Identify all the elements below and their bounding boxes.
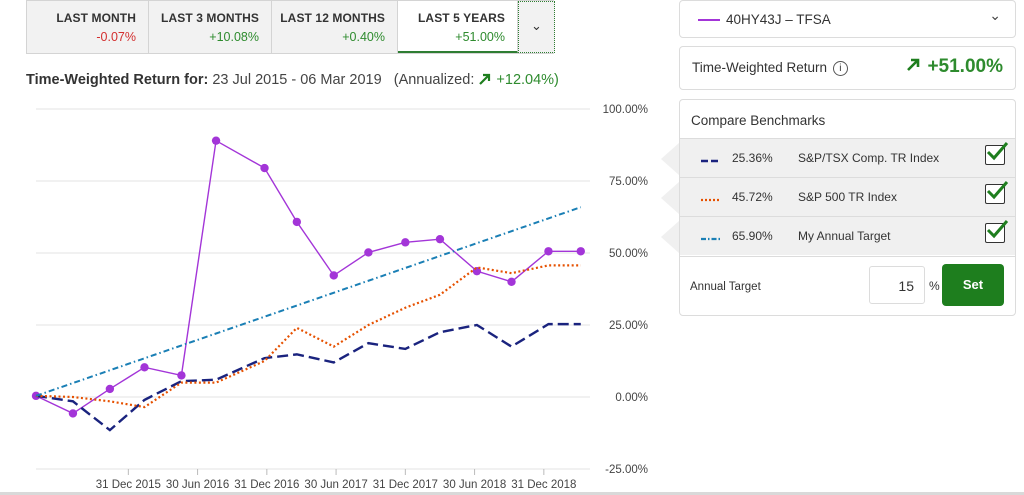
x-tick-label: 31 Dec 2015 bbox=[96, 479, 161, 490]
twr-label: Time-Weighted Return i bbox=[692, 60, 848, 76]
x-tick-label: 30 Jun 2016 bbox=[166, 479, 229, 490]
series-line-0 bbox=[35, 139, 581, 415]
info-icon[interactable]: i bbox=[832, 61, 848, 76]
tab-label: LAST 5 YEARS bbox=[418, 11, 505, 25]
data-point bbox=[292, 217, 302, 227]
data-point bbox=[507, 277, 516, 286]
check-icon bbox=[986, 142, 1009, 161]
y-tick-label: 75.00% bbox=[609, 176, 648, 188]
tab-value: -0.07% bbox=[96, 30, 136, 44]
bottom-divider bbox=[0, 492, 1024, 495]
annualized-value: +12.04%) bbox=[496, 72, 559, 88]
tab-value: +0.40% bbox=[342, 30, 385, 44]
check-icon bbox=[986, 181, 1009, 200]
checkbox-checked[interactable] bbox=[985, 220, 1009, 243]
checkbox-checked[interactable] bbox=[985, 142, 1009, 165]
benchmark-pct: 25.36% bbox=[732, 151, 773, 165]
data-point bbox=[435, 234, 445, 244]
benchmarks-header: Compare Benchmarks bbox=[691, 113, 826, 128]
benchmark-row-tsx[interactable]: 25.36% S&P/TSX Comp. TR Index bbox=[661, 138, 1015, 177]
account-selector[interactable]: 40HY43J – TFSA ⌄ bbox=[679, 0, 1016, 38]
benchmark-name: S&P 500 TR Index bbox=[798, 190, 897, 204]
account-name: 40HY43J – TFSA bbox=[726, 12, 831, 27]
data-point bbox=[576, 247, 585, 256]
x-tick-label: 30 Jun 2017 bbox=[304, 479, 367, 490]
twr-value-wrap: +51.00% bbox=[906, 56, 1003, 78]
y-tick-label: 0.00% bbox=[615, 392, 648, 404]
chevron-down-icon: ⌄ bbox=[989, 7, 1001, 23]
tab-last-5-years[interactable]: LAST 5 YEARS +51.00% bbox=[398, 1, 518, 53]
tab-label: LAST 12 MONTHS bbox=[280, 11, 385, 25]
x-tick-label: 31 Dec 2018 bbox=[511, 479, 576, 490]
benchmarks-card: Compare Benchmarks 25.36% S&P/TSX Comp. … bbox=[661, 99, 1016, 316]
data-point bbox=[211, 136, 221, 145]
tab-label: LAST MONTH bbox=[56, 11, 136, 25]
data-point bbox=[260, 163, 269, 173]
benchmark-pct: 45.72% bbox=[732, 190, 773, 204]
tab-last-3-months[interactable]: LAST 3 MONTHS +10.08% bbox=[149, 1, 272, 53]
more-periods-dropdown[interactable]: ⌄ bbox=[518, 1, 555, 53]
annual-target-input[interactable]: 15 bbox=[869, 266, 925, 304]
x-tick-label: 30 Jun 2018 bbox=[443, 479, 506, 490]
row-pointer bbox=[661, 143, 679, 175]
set-button[interactable]: Set bbox=[942, 264, 1004, 306]
tab-last-12-months[interactable]: LAST 12 MONTHS +0.40% bbox=[272, 1, 398, 53]
benchmark-name: S&P/TSX Comp. TR Index bbox=[798, 151, 940, 165]
data-point bbox=[177, 371, 186, 380]
data-point bbox=[105, 384, 115, 394]
series-line-2 bbox=[35, 264, 581, 409]
benchmark-name: My Annual Target bbox=[798, 229, 891, 243]
legend-dashed-line bbox=[701, 159, 721, 163]
annualized-label: (Annualized: bbox=[393, 72, 475, 88]
annual-target-label: Annual Target bbox=[690, 281, 761, 293]
benchmark-row-target[interactable]: 65.90% My Annual Target bbox=[661, 216, 1015, 255]
benchmark-pct: 65.90% bbox=[732, 229, 773, 243]
y-tick-label: 100.00% bbox=[603, 104, 648, 116]
chevron-down-icon: ⌄ bbox=[531, 18, 542, 33]
checkbox-checked[interactable] bbox=[985, 181, 1009, 204]
data-point bbox=[544, 247, 553, 256]
y-tick-label: 50.00% bbox=[609, 248, 648, 260]
legend-dashdot-line bbox=[701, 237, 721, 241]
performance-chart: 100.00% 75.00% 50.00% 25.00% 0.00% -25.00% 31 … bbox=[31, 104, 648, 490]
tab-last-month[interactable]: LAST MONTH -0.07% bbox=[27, 1, 149, 53]
twr-value: +51.00% bbox=[927, 56, 1003, 77]
check-icon bbox=[986, 220, 1009, 239]
annual-target-unit: % bbox=[929, 279, 940, 293]
y-tick-label: 25.00% bbox=[609, 320, 648, 332]
title-prefix: Time-Weighted Return for: bbox=[26, 72, 209, 88]
x-tick-label: 31 Dec 2016 bbox=[234, 479, 299, 490]
twr-label-text: Time-Weighted Return bbox=[692, 60, 828, 75]
x-tick-label: 31 Dec 2017 bbox=[373, 479, 438, 490]
period-tabs: LAST MONTH -0.07% LAST 3 MONTHS +10.08% … bbox=[26, 0, 555, 54]
account-legend-line bbox=[698, 19, 720, 21]
data-point bbox=[364, 248, 373, 257]
series-line-1 bbox=[35, 322, 581, 432]
annual-target-row: Annual Target 15 % Set bbox=[680, 256, 1015, 315]
row-pointer bbox=[661, 221, 679, 253]
benchmark-row-sp500[interactable]: 45.72% S&P 500 TR Index bbox=[661, 177, 1015, 216]
row-pointer bbox=[661, 182, 679, 214]
tab-value: +51.00% bbox=[455, 30, 505, 44]
twr-card: Time-Weighted Return i +51.00% bbox=[679, 46, 1016, 90]
legend-dotted-line bbox=[701, 198, 721, 202]
tab-label: LAST 3 MONTHS bbox=[161, 11, 259, 25]
series-line-3 bbox=[35, 206, 582, 397]
data-point bbox=[68, 409, 78, 418]
data-point bbox=[329, 271, 338, 280]
trend-up-icon bbox=[907, 58, 920, 71]
title-range: 23 Jul 2015 - 06 Mar 2019 bbox=[212, 72, 382, 88]
data-point bbox=[401, 238, 410, 247]
trend-up-icon bbox=[479, 73, 491, 85]
y-tick-label: -25.00% bbox=[605, 464, 648, 476]
chart-title: Time-Weighted Return for: 23 Jul 2015 - … bbox=[26, 72, 559, 88]
tab-value: +10.08% bbox=[209, 30, 259, 44]
data-point bbox=[140, 363, 149, 372]
